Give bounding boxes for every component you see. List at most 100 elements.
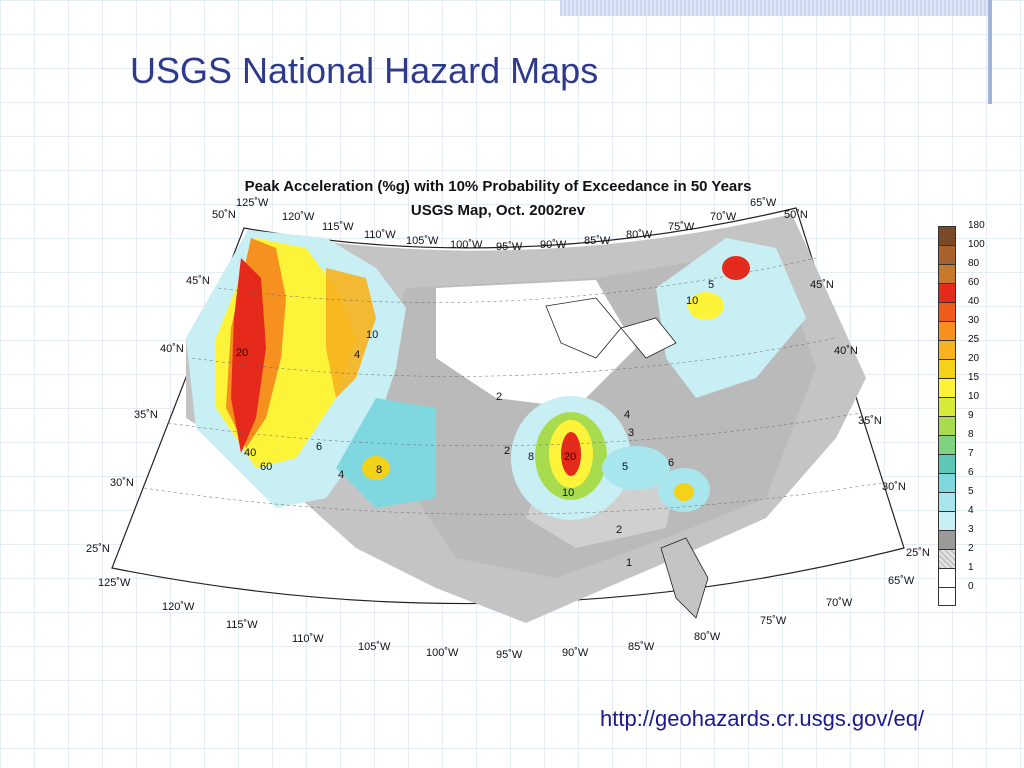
legend-swatch [938,416,956,435]
legend-swatch [938,302,956,321]
legend-label: 2 [968,543,974,554]
lat-label: 50˚N [784,209,808,221]
lon-label: 120˚W [162,601,195,613]
contour-label: 5 [708,279,714,291]
lon-label: 115˚W [226,619,258,631]
legend-label: 7 [968,448,974,459]
contour-label: 5 [622,461,628,473]
lon-label: 85˚W [584,235,611,247]
hazard-map: Peak Acceleration (%g) with 10% Probabil… [76,168,1000,668]
lat-labels-right: 50˚N 45˚N 40˚N 35˚N 30˚N 25˚N [784,209,930,559]
legend-swatch [938,378,956,397]
lon-label: 125˚W [236,197,269,209]
contour-label: 10 [562,487,574,499]
southwest-cyan-zone [336,398,436,508]
florida [660,537,709,619]
lat-label: 45˚N [186,275,210,287]
lat-label: 30˚N [110,477,134,489]
slide-header [0,0,1024,104]
legend-label: 100 [968,239,985,250]
contour-labels: 20 10 4 6 8 4 40 60 2 20 10 8 4 3 5 6 2 … [236,279,714,569]
contour-label: 40 [244,447,256,459]
legend-swatch [938,568,956,587]
contour-label: 6 [316,441,322,453]
contour-label: 4 [624,409,630,421]
lon-label: 75˚W [668,221,695,233]
northeast-zone [656,238,806,398]
legend-label: 3 [968,524,974,535]
lon-label: 105˚W [406,235,439,247]
lon-label: 65˚W [888,575,915,587]
lon-label: 80˚W [694,631,721,643]
lat-label: 35˚N [134,409,158,421]
legend-swatch [938,321,956,340]
legend-swatch [938,340,956,359]
legend-label: 8 [968,429,974,440]
great-lakes [545,297,622,359]
lon-labels-bottom: 125˚W 120˚W 115˚W 110˚W 105˚W 100˚W 95˚W… [98,575,915,661]
legend-swatch [938,397,956,416]
lon-label: 65˚W [750,197,777,209]
lat-label: 30˚N [882,481,906,493]
lat-label: 45˚N [810,279,834,291]
slide-title: USGS National Hazard Maps [130,50,599,91]
contour-label: 1 [626,557,632,569]
legend-swatch [938,473,956,492]
legend-swatch [938,454,956,473]
legend-label: 6 [968,467,974,478]
lon-label: 95˚W [496,241,523,253]
charleston-core [674,483,694,501]
lon-label: 100˚W [426,647,459,659]
legend-label: 1 [968,562,974,573]
legend-label: 20 [968,353,980,364]
lon-label: 80˚W [626,229,653,241]
contour-label: 4 [338,469,344,481]
charlevoix-hotspot [722,256,750,280]
contour-label: 2 [504,445,510,457]
lat-label: 40˚N [834,345,858,357]
lat-labels-left: 50˚N 45˚N 40˚N 35˚N 30˚N 25˚N [86,209,236,555]
contour-label: 3 [628,427,634,439]
lat-label: 25˚N [906,547,930,559]
legend-swatch [938,359,956,378]
legend-label: 9 [968,410,974,421]
new-madrid-core [561,432,581,476]
contour-label: 2 [496,391,502,403]
lat-label: 40˚N [160,343,184,355]
contour-label: 2 [616,524,622,536]
contour-label: 8 [528,451,534,463]
legend-label: 15 [968,372,980,383]
legend-label: 25 [968,334,980,345]
legend-swatch [938,226,956,245]
lon-label: 110˚W [292,633,324,645]
lon-label: 120˚W [282,211,315,223]
legend-label: 30 [968,315,980,326]
lon-label: 95˚W [496,649,523,661]
lon-label: 105˚W [358,641,391,653]
contour-label: 6 [668,457,674,469]
legend-label: 5 [968,486,974,497]
legend-label: 0 [968,581,974,592]
coast-red-zone [231,258,266,453]
lon-labels-top: 125˚W 120˚W 115˚W 110˚W 105˚W 100˚W 95˚W… [236,197,777,253]
lon-label: 100˚W [450,239,483,251]
header-vertical-line [988,0,992,104]
lon-label: 125˚W [98,577,131,589]
source-url[interactable]: http://geohazards.cr.usgs.gov/eq/ [600,706,925,731]
southwest-hotspot [362,456,390,480]
legend-swatch [938,264,956,283]
legend-label: 80 [968,258,980,269]
legend-label: 60 [968,277,980,288]
legend-label: 180 [968,220,985,231]
header-decoration [560,0,990,16]
legend-swatch [938,549,956,568]
contour-label: 8 [376,464,382,476]
lat-label: 25˚N [86,543,110,555]
contour-label: 4 [354,349,360,361]
basin-range-zone [326,268,376,398]
contour-label: 10 [366,329,378,341]
lon-label: 115˚W [322,221,354,233]
lake-erie [620,317,677,359]
lat-35 [167,412,862,446]
legend-label: 40 [968,296,980,307]
